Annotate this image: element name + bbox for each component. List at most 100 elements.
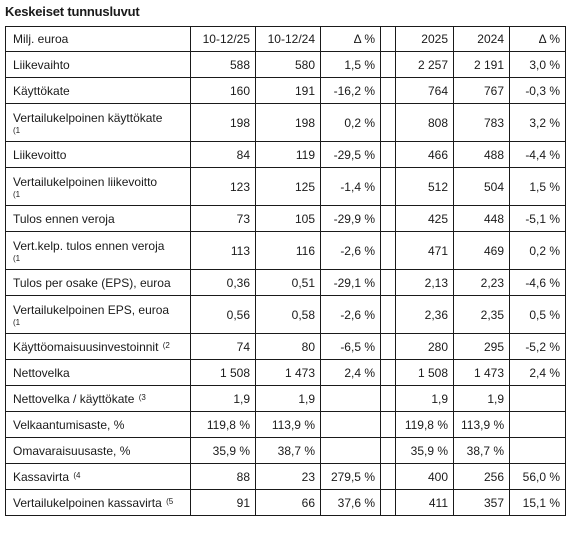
value-fy-change: 3,2 % xyxy=(510,104,566,142)
gap-cell xyxy=(381,168,396,206)
value-q4-2025: 74 xyxy=(191,334,256,360)
table-row: Kassavirta (4 88 23 279,5 % 400 256 56,0 % xyxy=(6,464,566,490)
row-label: Liikevaihto xyxy=(6,52,191,78)
row-label-text: Velkaantumisaste, % xyxy=(13,418,124,432)
footnote-marker: (5 xyxy=(166,497,173,506)
row-label-text: Vertailukelpoinen liikevoitto xyxy=(13,175,157,189)
row-label: Liikevoitto xyxy=(6,142,191,168)
value-q-change: 37,6 % xyxy=(321,490,381,516)
row-label: Vertailukelpoinen liikevoitto (1 xyxy=(6,168,191,206)
row-label: Nettovelka xyxy=(6,360,191,386)
row-label-text: Vert.kelp. tulos ennen veroja xyxy=(13,239,164,253)
table-row: Vertailukelpoinen EPS, euroa (1 0,56 0,58 -2… xyxy=(6,296,566,334)
gap-cell xyxy=(381,78,396,104)
value-fy-change: 15,1 % xyxy=(510,490,566,516)
gap-cell xyxy=(381,104,396,142)
value-q4-2024: 116 xyxy=(256,232,321,270)
value-fy-2025: 400 xyxy=(396,464,454,490)
key-figures-table-wrap: Milj. euroa 10-12/25 10-12/24 Δ % 2025 2… xyxy=(5,26,565,516)
header-q-change: Δ % xyxy=(321,27,381,52)
value-fy-change: -4,6 % xyxy=(510,270,566,296)
value-fy-2025: 512 xyxy=(396,168,454,206)
value-q4-2025: 198 xyxy=(191,104,256,142)
value-q4-2025: 588 xyxy=(191,52,256,78)
table-row: Vertailukelpoinen kassavirta (5 91 66 37,6 … xyxy=(6,490,566,516)
value-fy-change: 0,5 % xyxy=(510,296,566,334)
table-row: Käyttökate 160 191 -16,2 % 764 767 -0,3 % xyxy=(6,78,566,104)
table-row: Velkaantumisaste, % 119,8 % 113,9 % 119,8 %… xyxy=(6,412,566,438)
value-fy-2024: 448 xyxy=(454,206,510,232)
value-q-change: -29,9 % xyxy=(321,206,381,232)
value-q4-2025: 84 xyxy=(191,142,256,168)
row-label: Vertailukelpoinen käyttökate (1 xyxy=(6,104,191,142)
value-q4-2024: 113,9 % xyxy=(256,412,321,438)
value-fy-2024: 256 xyxy=(454,464,510,490)
value-q-change: 279,5 % xyxy=(321,464,381,490)
value-fy-change xyxy=(510,412,566,438)
value-q4-2025: 88 xyxy=(191,464,256,490)
value-q-change: -2,6 % xyxy=(321,232,381,270)
value-fy-2025: 466 xyxy=(396,142,454,168)
value-q4-2024: 1,9 xyxy=(256,386,321,412)
row-label-text: Kassavirta xyxy=(13,470,69,484)
value-fy-2024: 1,9 xyxy=(454,386,510,412)
header-q4-2025: 10-12/25 xyxy=(191,27,256,52)
value-fy-change: 3,0 % xyxy=(510,52,566,78)
value-fy-change: -4,4 % xyxy=(510,142,566,168)
value-q-change: -29,1 % xyxy=(321,270,381,296)
value-q-change: 0,2 % xyxy=(321,104,381,142)
footnote-marker: (4 xyxy=(73,471,80,480)
value-q4-2025: 0,36 xyxy=(191,270,256,296)
value-q-change: -6,5 % xyxy=(321,334,381,360)
value-q-change: -16,2 % xyxy=(321,78,381,104)
value-q-change: -2,6 % xyxy=(321,296,381,334)
value-fy-2025: 2,36 xyxy=(396,296,454,334)
table-row: Nettovelka / käyttökate (3 1,9 1,9 1,9 1,9 xyxy=(6,386,566,412)
footnote-marker: (1 xyxy=(13,254,183,263)
value-fy-2024: 1 473 xyxy=(454,360,510,386)
footnote-marker: (1 xyxy=(13,190,183,199)
value-fy-2025: 2 257 xyxy=(396,52,454,78)
value-fy-2024: 2 191 xyxy=(454,52,510,78)
header-gap xyxy=(381,27,396,52)
value-q4-2025: 1,9 xyxy=(191,386,256,412)
value-fy-2025: 764 xyxy=(396,78,454,104)
table-row: Tulos ennen veroja 73 105 -29,9 % 425 448 -5,1… xyxy=(6,206,566,232)
header-fy-change: Δ % xyxy=(510,27,566,52)
value-q4-2025: 91 xyxy=(191,490,256,516)
gap-cell xyxy=(381,490,396,516)
value-q4-2025: 123 xyxy=(191,168,256,206)
value-q4-2025: 119,8 % xyxy=(191,412,256,438)
key-figures-table: Milj. euroa 10-12/25 10-12/24 Δ % 2025 2… xyxy=(5,26,566,516)
row-label-text: Vertailukelpoinen EPS, euroa xyxy=(13,303,169,317)
value-fy-2024: 113,9 % xyxy=(454,412,510,438)
row-label: Kassavirta (4 xyxy=(6,464,191,490)
row-label: Tulos per osake (EPS), euroa xyxy=(6,270,191,296)
gap-cell xyxy=(381,386,396,412)
row-label-text: Käyttöomaisuusinvestoinnit xyxy=(13,340,158,354)
row-label-text: Liikevoitto xyxy=(13,148,66,162)
value-q4-2025: 113 xyxy=(191,232,256,270)
table-row: Liikevaihto 588 580 1,5 % 2 257 2 191 3,0 % xyxy=(6,52,566,78)
value-fy-2025: 471 xyxy=(396,232,454,270)
value-fy-2024: 783 xyxy=(454,104,510,142)
gap-cell xyxy=(381,412,396,438)
footnote-marker: (2 xyxy=(163,341,170,350)
row-label: Tulos ennen veroja xyxy=(6,206,191,232)
value-q4-2024: 198 xyxy=(256,104,321,142)
row-label-text: Nettovelka / käyttökate xyxy=(13,392,134,406)
header-fy-2024: 2024 xyxy=(454,27,510,52)
value-q-change: 1,5 % xyxy=(321,52,381,78)
value-q4-2024: 105 xyxy=(256,206,321,232)
row-label-text: Vertailukelpoinen kassavirta xyxy=(13,496,162,510)
gap-cell xyxy=(381,142,396,168)
value-fy-change: 2,4 % xyxy=(510,360,566,386)
header-label: Milj. euroa xyxy=(6,27,191,52)
gap-cell xyxy=(381,232,396,270)
gap-cell xyxy=(381,270,396,296)
row-label: Vertailukelpoinen kassavirta (5 xyxy=(6,490,191,516)
row-label-text: Tulos ennen veroja xyxy=(13,212,115,226)
row-label-text: Nettovelka xyxy=(13,366,70,380)
value-q-change xyxy=(321,438,381,464)
value-fy-change: -5,1 % xyxy=(510,206,566,232)
